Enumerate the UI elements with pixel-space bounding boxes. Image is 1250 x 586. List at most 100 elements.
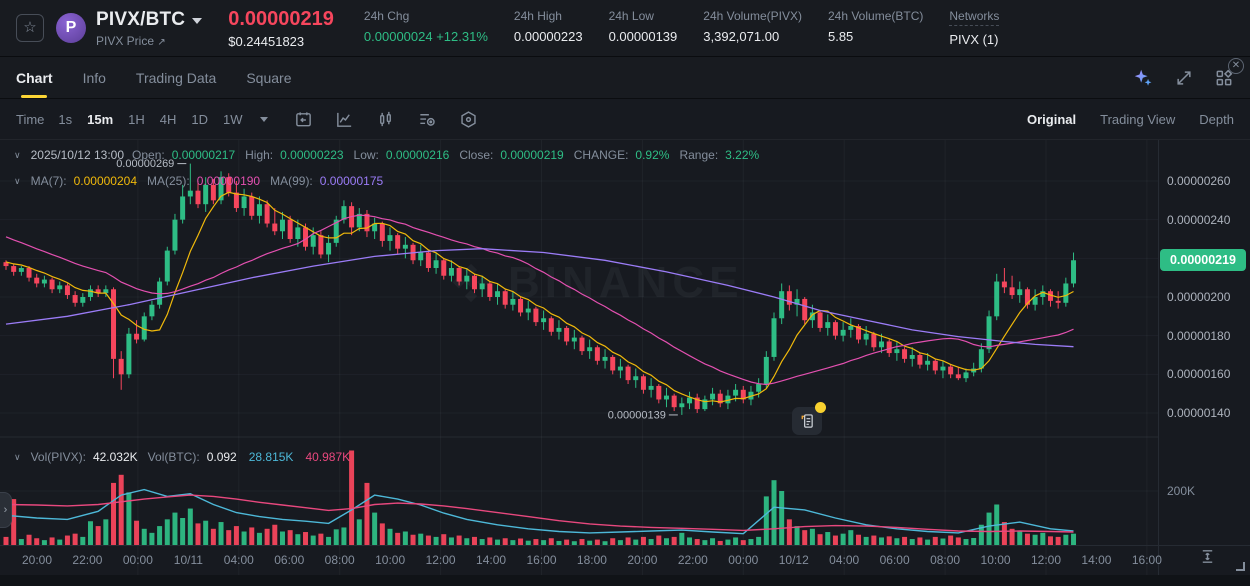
corner-resize-handle[interactable]: [1236, 562, 1245, 571]
time-label-4: 04:00: [223, 553, 254, 567]
stat-value: 5.85: [827, 29, 854, 44]
stat-value: 0.00000139: [608, 29, 678, 44]
chart-area: BINANCE 0.00000269 0.00000139 ∨ 2025/10/1…: [0, 140, 1250, 575]
line-chart-icon[interactable]: [335, 110, 354, 129]
interval-group: 1s 15m 1H 4H 1D 1W: [58, 112, 257, 127]
indicator-settings-icon[interactable]: [417, 110, 437, 129]
pivx-coin-logo: P: [56, 13, 86, 43]
vol-value: 28.815K: [248, 450, 294, 464]
time-label-15: 10/12: [778, 553, 809, 567]
ohlc-datetime: 2025/10/12 13:00: [30, 148, 125, 162]
time-axis-border: [0, 545, 1250, 546]
favorite-star-icon[interactable]: ☆: [16, 14, 44, 42]
ohlc-item: Range: 3.22%: [679, 148, 759, 162]
stat-label: 24h Low: [608, 9, 654, 23]
tab-trading-data[interactable]: Trading Data: [135, 69, 217, 86]
price-tick-180: 0.00000180: [1167, 328, 1231, 343]
tab-info[interactable]: Info: [82, 69, 106, 86]
layout-grid-icon[interactable]: [1214, 68, 1234, 88]
interval-dropdown-icon[interactable]: [259, 116, 268, 122]
vol-item: Vol(BTC): 0.092: [148, 450, 237, 464]
jump-to-date-icon[interactable]: [294, 110, 313, 129]
collapse-caret-icon[interactable]: ∨: [14, 451, 21, 462]
interval-15m[interactable]: 15m: [87, 111, 114, 127]
ohlc-item: High: 0.00000223: [245, 148, 343, 162]
view-original[interactable]: Original: [1027, 111, 1077, 127]
chart-toolbar: Time 1s 15m 1H 4H 1D 1W: [0, 99, 1250, 140]
header-stats: 24h Chg 0.00000024 +12.31% 24h High 0.00000…: [364, 9, 1000, 47]
price-tick-240: 0.00000240: [1167, 212, 1231, 227]
news-marker[interactable]: [792, 402, 826, 435]
close-icon[interactable]: ✕: [1228, 58, 1244, 74]
time-label-19: 10:00: [980, 553, 1011, 567]
ma-value: 0.00000204: [73, 174, 137, 188]
ohlc-label: High:: [245, 148, 274, 162]
time-label-16: 04:00: [829, 553, 860, 567]
ai-sparkle-icon[interactable]: [1132, 67, 1154, 89]
pair-selector[interactable]: PIVX/BTC: [96, 9, 203, 31]
collapse-caret-icon[interactable]: ∨: [14, 149, 21, 160]
ma-label: MA(25):: [147, 174, 190, 188]
time-label-12: 20:00: [627, 553, 658, 567]
vol-label: Vol(BTC):: [147, 450, 200, 464]
ohlc-label: CHANGE:: [573, 148, 629, 162]
volume-row: ∨ Vol(PIVX): 42.032K Vol(BTC): 0.092 28.815K…: [14, 450, 350, 464]
interval-1w[interactable]: 1W: [223, 111, 243, 127]
interval-4h[interactable]: 4H: [159, 111, 177, 127]
time-label-7: 10:00: [375, 553, 406, 567]
grid: [0, 140, 1158, 575]
time-label-10: 16:00: [526, 553, 557, 567]
price-axis-border: [1158, 140, 1159, 575]
ohlc-value: 0.00000223: [280, 148, 344, 162]
view-trading-view[interactable]: Trading View: [1100, 111, 1176, 127]
candles: [3, 163, 1077, 415]
price-tick-260: 0.00000260: [1167, 174, 1231, 188]
time-label-20: 12:00: [1030, 553, 1062, 567]
volume-ma-slow-line: [5, 494, 1074, 533]
header-stat-24h-high: 24h High 0.00000223: [514, 9, 583, 47]
vol-value: 40.987K: [305, 450, 351, 464]
price-block: 0.00000219 $0.24451823: [228, 8, 334, 49]
header-stat-24h-chg: 24h Chg 0.00000024 +12.31%: [364, 9, 488, 47]
chart-settings-icon[interactable]: [459, 110, 478, 129]
interval-1h[interactable]: 1H: [128, 111, 145, 127]
price-tick-140: 0.00000140: [1167, 405, 1231, 420]
header-stat-24h-volume-btc-: 24h Volume(BTC) 5.85: [828, 9, 923, 47]
tab-chart[interactable]: Chart: [16, 57, 53, 98]
ma-values: MA(7): 0.00000204 MA(25): 0.00000190 MA(99):…: [31, 174, 384, 188]
price-annotation: 0.00000139: [608, 409, 666, 421]
stat-value: PIVX (1): [949, 32, 999, 47]
vol-label: Vol(PIVX):: [30, 450, 86, 464]
time-label: Time: [16, 111, 45, 127]
pair-block: PIVX/BTC PIVX Price ↗: [96, 9, 203, 48]
price-tick-160: 0.00000160: [1167, 367, 1231, 382]
time-label-11: 18:00: [576, 553, 607, 567]
pair-price-link[interactable]: PIVX Price ↗: [96, 34, 202, 48]
header-stat-networks: Networks PIVX (1): [949, 9, 1000, 47]
collapse-caret-icon[interactable]: ∨: [14, 175, 21, 186]
time-label-17: 06:00: [879, 553, 910, 567]
ohlc-item: Low: 0.00000216: [354, 148, 450, 162]
interval-1d[interactable]: 1D: [191, 111, 209, 127]
ohlc-label: Open:: [132, 148, 165, 162]
view-switcher: Original Trading View Depth: [1027, 112, 1234, 127]
candlestick-style-icon[interactable]: [376, 110, 395, 129]
expand-icon[interactable]: [1174, 68, 1194, 88]
ma7-line: [5, 191, 1074, 403]
time-label-13: 22:00: [677, 553, 708, 567]
time-label-2: 00:00: [122, 553, 153, 567]
ma-label: MA(7):: [30, 174, 67, 188]
stat-value: 0.00000223: [513, 29, 583, 44]
view-depth[interactable]: Depth: [1199, 111, 1234, 127]
tab-square[interactable]: Square: [246, 69, 292, 86]
header-stat-24h-volume-pivx-: 24h Volume(PIVX) 3,392,071.00: [703, 9, 802, 47]
time-label-22: 16:00: [1131, 553, 1162, 567]
pane-expander[interactable]: ›: [0, 492, 12, 528]
auto-fit-icon[interactable]: [1199, 548, 1216, 570]
candlestick-chart[interactable]: 0.00000269 0.00000139: [0, 140, 1158, 575]
price-tick-200: 0.00000200: [1167, 289, 1231, 304]
ohlc-item: Open: 0.00000217: [132, 148, 235, 162]
interval-1s[interactable]: 1s: [58, 111, 73, 127]
last-price-badge: 0.00000219: [1160, 249, 1246, 272]
